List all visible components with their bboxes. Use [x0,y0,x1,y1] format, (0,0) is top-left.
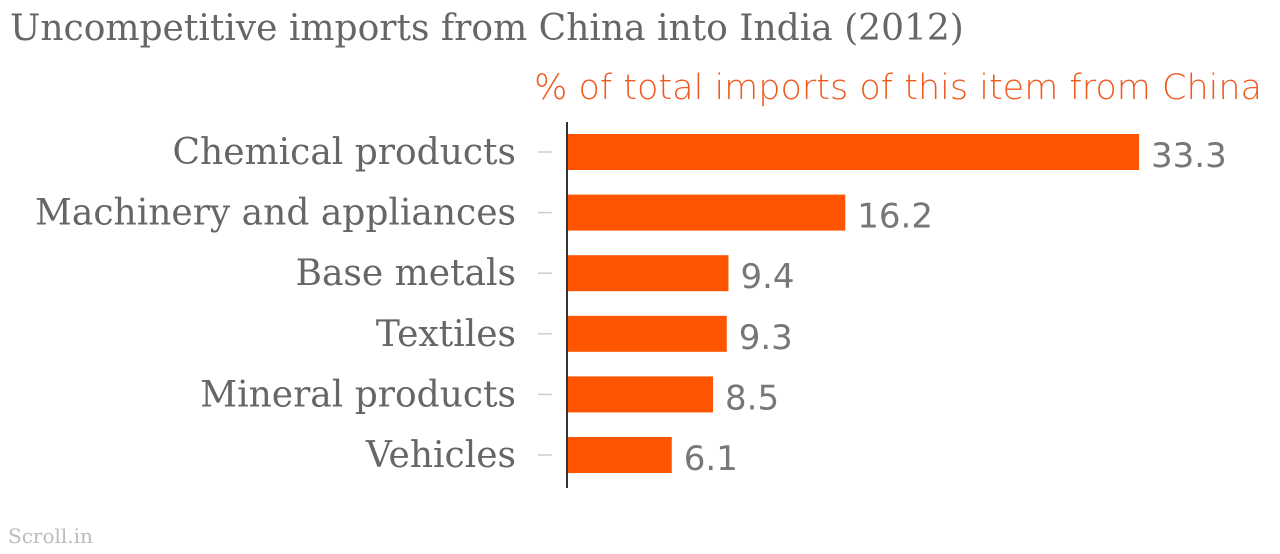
category-label: Machinery and appliances [35,193,516,234]
bar [567,315,727,352]
bar [567,437,672,473]
bar [567,194,846,231]
bar [567,255,729,292]
bar [567,134,1139,170]
chart-title: Uncompetitive imports from China into In… [10,8,964,49]
bars-layer: Chemical products 33.3 Machinery and appli… [35,132,1227,479]
value-label: 9.3 [739,318,793,358]
category-label: Vehicles [365,435,516,476]
value-label: 6.1 [684,439,738,479]
category-label: Chemical products [172,132,516,173]
value-label: 16.2 [857,197,933,237]
category-label: Mineral products [200,374,516,415]
value-label: 8.5 [725,378,779,418]
bar [567,376,714,413]
value-label: 9.4 [740,257,794,297]
category-label: Base metals [296,253,517,294]
value-label: 33.3 [1151,136,1227,176]
chart-subtitle: % of total imports of this item from Chi… [534,68,1262,108]
source-label: Scroll.in [8,524,93,548]
category-label: Textiles [376,314,516,355]
